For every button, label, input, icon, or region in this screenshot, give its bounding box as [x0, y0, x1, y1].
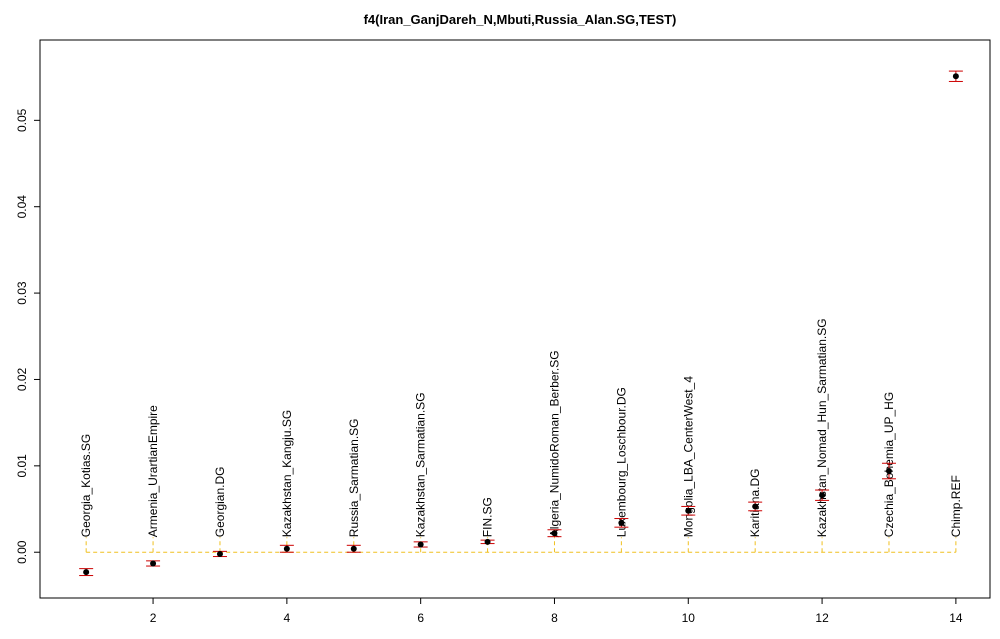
y-tick-label: 0.04 — [15, 195, 29, 219]
y-tick-label: 0.05 — [15, 108, 29, 132]
point-label: Algeria_NumidoRoman_Berber.SG — [547, 350, 561, 537]
point-label: Georgia_Kotias.SG — [79, 434, 93, 537]
point-label: Mongolia_LBA_CenterWest_4 — [681, 376, 695, 538]
point-label: FIN.SG — [481, 497, 495, 537]
point-label: Chimp.REF — [949, 475, 963, 537]
y-tick-label: 0.00 — [15, 540, 29, 564]
point — [819, 492, 826, 499]
point — [283, 545, 290, 552]
point — [150, 560, 157, 567]
point — [484, 538, 491, 545]
point-label: Luxembourg_Loschbour.DG — [614, 387, 628, 537]
x-tick-label: 2 — [150, 611, 157, 625]
point — [885, 468, 892, 475]
point — [752, 503, 759, 510]
point — [551, 530, 558, 537]
y-tick-label: 0.01 — [15, 454, 29, 478]
x-tick-label: 10 — [682, 611, 696, 625]
point — [417, 541, 424, 548]
point — [618, 519, 625, 526]
point — [685, 507, 692, 514]
point-label: Kazakhstan_Nomad_Hun_Sarmatian.SG — [815, 318, 829, 537]
point — [83, 569, 90, 576]
point — [350, 545, 357, 552]
x-tick-label: 6 — [417, 611, 424, 625]
y-tick-label: 0.03 — [15, 281, 29, 305]
chart-title: f4(Iran_GanjDareh_N,Mbuti,Russia_Alan.SG… — [364, 12, 677, 27]
point — [216, 550, 223, 557]
point — [952, 73, 959, 80]
x-tick-label: 4 — [284, 611, 291, 625]
plot-frame — [39, 39, 991, 599]
point-label: Armenia_UrartianEmpire — [146, 405, 160, 537]
y-tick-label: 0.02 — [15, 367, 29, 391]
point-label: Kazakhstan_Kangju.SG — [280, 410, 294, 537]
x-tick-label: 8 — [551, 611, 558, 625]
x-tick-label: 12 — [815, 611, 829, 625]
point-label: Georgian.DG — [213, 467, 227, 538]
x-tick-label: 14 — [949, 611, 963, 625]
point-label: Russia_Sarmatian.SG — [347, 419, 361, 538]
point-label: Kazakhstan_Sarmatian.SG — [414, 392, 428, 537]
